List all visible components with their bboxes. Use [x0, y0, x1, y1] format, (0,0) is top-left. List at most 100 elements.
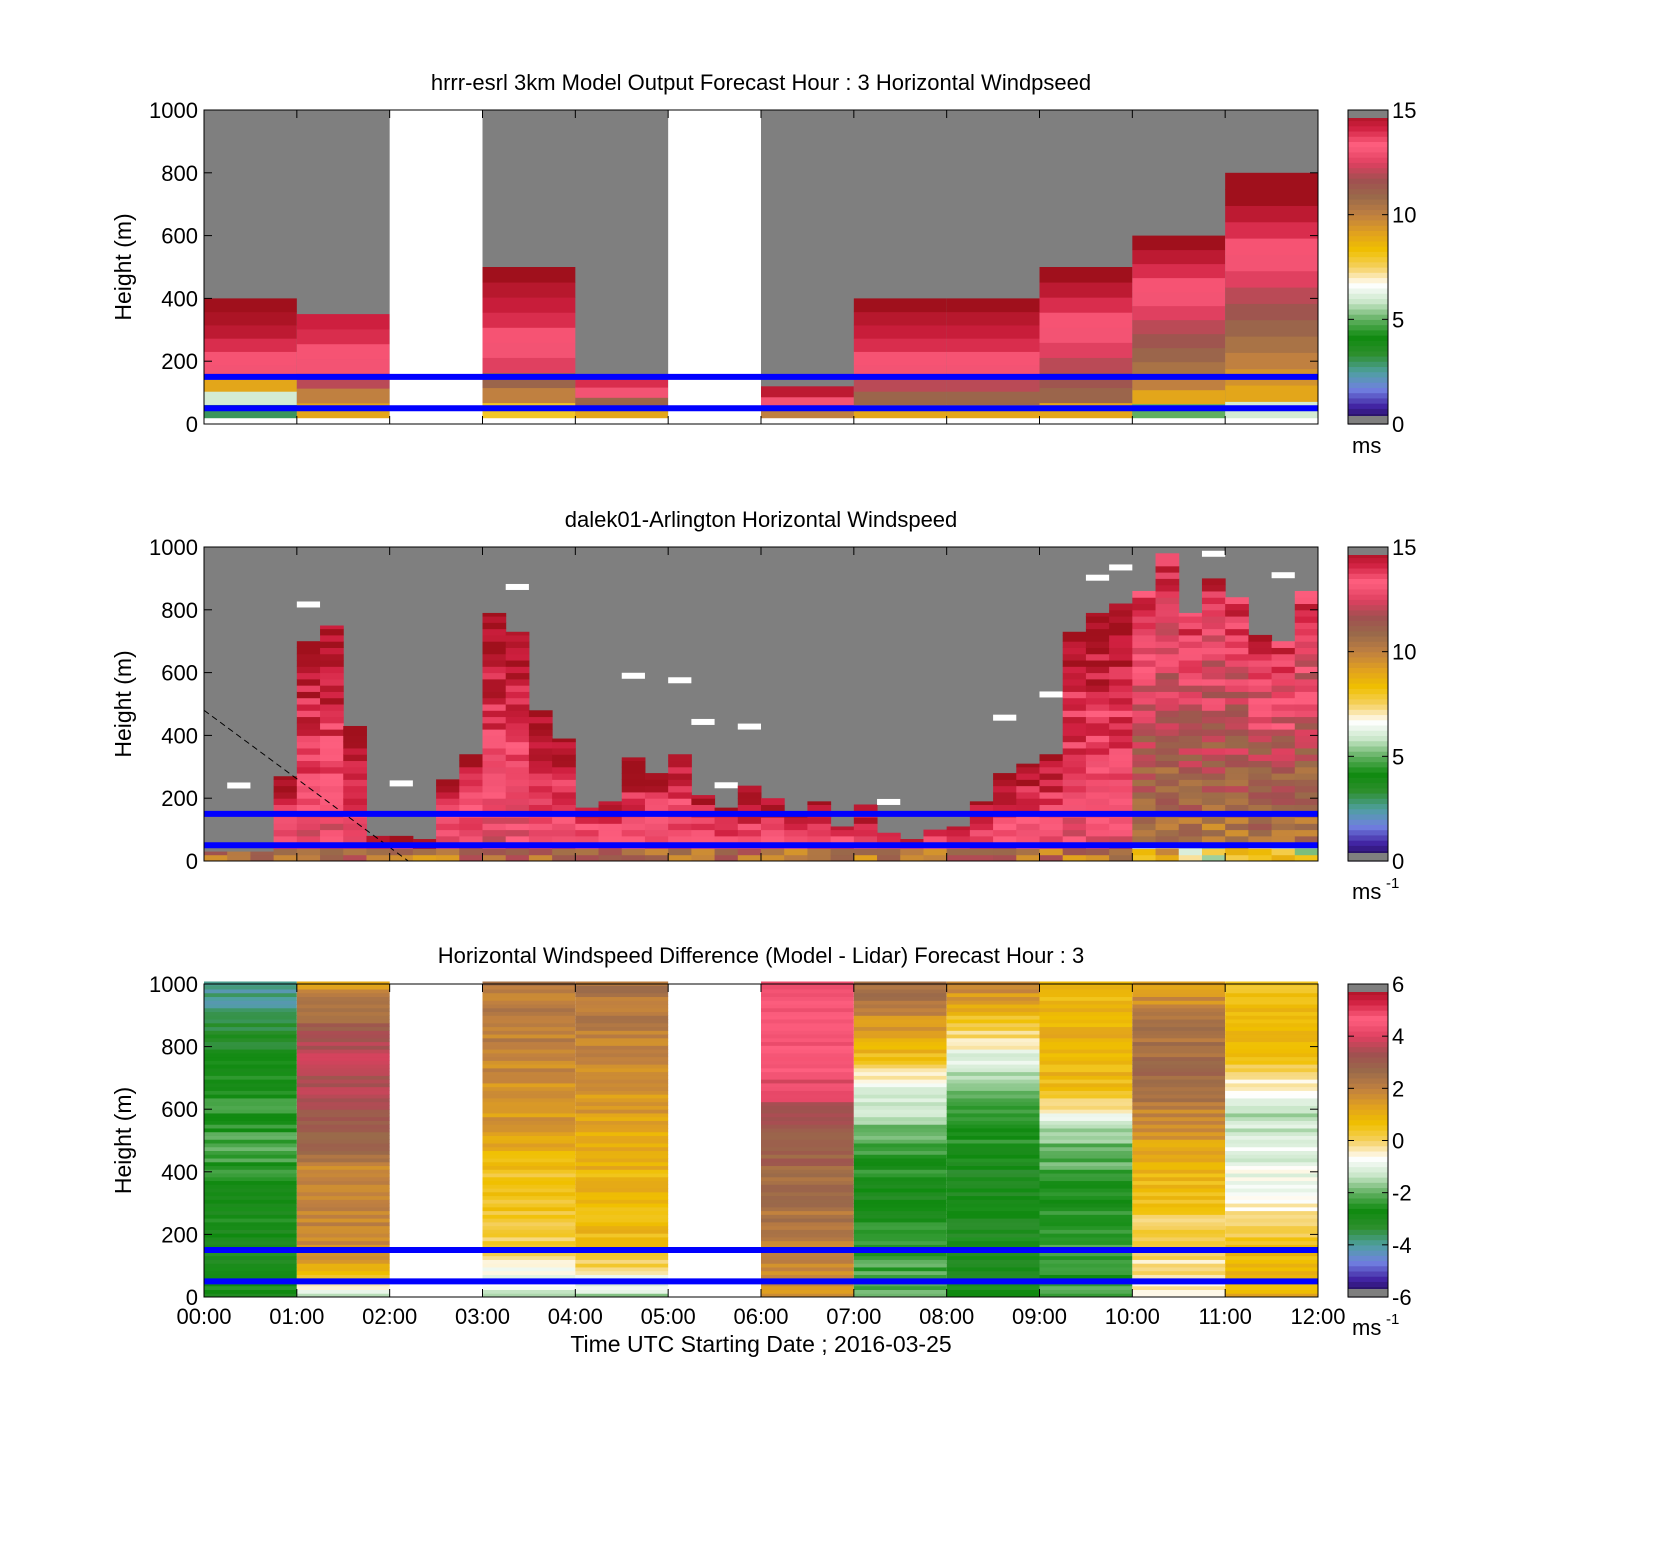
data-cell — [505, 704, 530, 711]
data-cell — [1178, 716, 1203, 724]
data-cell — [1248, 773, 1273, 780]
data-cell — [761, 1060, 854, 1065]
data-cell — [482, 1240, 576, 1245]
data-cell — [1132, 672, 1157, 680]
data-cell — [621, 804, 646, 812]
data-cell — [761, 1000, 854, 1005]
data-cell — [459, 773, 483, 780]
data-cell — [204, 1143, 297, 1148]
x-tick-label: 12:00 — [1290, 1304, 1345, 1329]
data-cell — [320, 729, 344, 736]
data-cell — [575, 1090, 669, 1095]
data-cell — [1294, 766, 1319, 774]
data-cell — [853, 1071, 947, 1076]
data-cell — [853, 1030, 947, 1035]
data-cell — [482, 1105, 576, 1110]
data-cell — [482, 1154, 576, 1159]
data-cell — [1109, 622, 1133, 630]
data-cell — [1016, 798, 1040, 805]
data-cell — [1109, 823, 1133, 831]
data-cell — [459, 785, 483, 793]
data-cell — [1294, 791, 1319, 799]
data-cell — [575, 1169, 669, 1174]
data-cell — [1225, 1067, 1318, 1073]
data-cell — [296, 1158, 390, 1163]
data-cell — [1248, 634, 1273, 642]
data-cell — [761, 1071, 854, 1076]
data-cell — [946, 1214, 1040, 1219]
data-cell — [946, 1034, 1040, 1039]
colorbar-segment — [1348, 408, 1388, 415]
data-cell — [1225, 817, 1249, 824]
data-cell — [1132, 1101, 1226, 1106]
data-cell — [552, 738, 576, 743]
data-cell — [320, 791, 344, 799]
data-cell — [552, 760, 576, 768]
data-cell — [946, 1195, 1040, 1200]
data-cell — [946, 1112, 1040, 1118]
data-cell — [575, 1251, 669, 1257]
data-cell — [1085, 634, 1110, 642]
data-cell — [946, 1143, 1040, 1148]
data-cell — [1225, 1060, 1318, 1065]
data-cell — [528, 716, 553, 724]
colorbar-segment — [1348, 777, 1388, 784]
data-cell — [993, 823, 1017, 831]
data-cell — [737, 829, 762, 837]
data-cell — [296, 835, 321, 843]
data-cell — [204, 1124, 297, 1129]
data-cell — [296, 1045, 390, 1050]
data-cell — [1109, 653, 1133, 661]
data-cell — [830, 826, 855, 831]
data-cell — [1248, 716, 1273, 724]
data-cell — [946, 1015, 1040, 1020]
data-cell — [1201, 660, 1226, 667]
data-cell — [1039, 989, 1133, 994]
colorbar-segment — [1348, 1036, 1388, 1042]
data-cell — [853, 992, 947, 998]
data-cell — [1132, 609, 1157, 617]
data-cell — [320, 634, 344, 642]
colorbar-segment — [1348, 1046, 1388, 1053]
data-cell — [1039, 1064, 1133, 1069]
data-cell — [1294, 779, 1319, 787]
data-cell — [482, 854, 507, 862]
data-cell — [1225, 1105, 1318, 1110]
colorbar-segment — [1348, 1197, 1388, 1204]
data-cell — [853, 1034, 947, 1039]
data-cell — [1155, 666, 1180, 674]
data-cell — [1271, 741, 1296, 749]
colorbar-segment — [1348, 1103, 1388, 1110]
data-cell — [482, 848, 507, 856]
data-cell — [204, 1019, 297, 1024]
colorbar-unit-superscript: -1 — [1386, 875, 1399, 892]
data-cell — [528, 804, 553, 812]
colorbar-segment — [1348, 157, 1388, 163]
data-cell — [320, 754, 344, 762]
data-cell — [482, 1285, 576, 1290]
data-cell — [853, 1289, 947, 1294]
data-cell — [1085, 647, 1110, 655]
data-cell — [320, 660, 344, 667]
data-cell — [1085, 666, 1110, 674]
data-cell — [273, 785, 298, 793]
colorbar-segment — [1348, 371, 1388, 378]
data-cell — [946, 1075, 1040, 1080]
colorbar-segment — [1348, 1093, 1388, 1100]
data-cell — [761, 1056, 854, 1061]
colorbar-segment — [1348, 819, 1388, 825]
data-cell — [993, 817, 1017, 824]
data-cell — [761, 1158, 854, 1163]
data-cell — [1132, 1067, 1226, 1073]
data-cell — [1294, 697, 1319, 705]
data-cell — [1085, 678, 1110, 686]
data-cell — [528, 773, 553, 780]
data-cell — [482, 327, 576, 343]
data-cell — [946, 1109, 1040, 1114]
data-cell — [1109, 779, 1133, 787]
data-cell — [1248, 854, 1273, 862]
data-cell — [482, 641, 507, 648]
data-cell — [1225, 660, 1249, 667]
data-cell — [1039, 1146, 1133, 1152]
data-cell — [296, 1026, 390, 1031]
